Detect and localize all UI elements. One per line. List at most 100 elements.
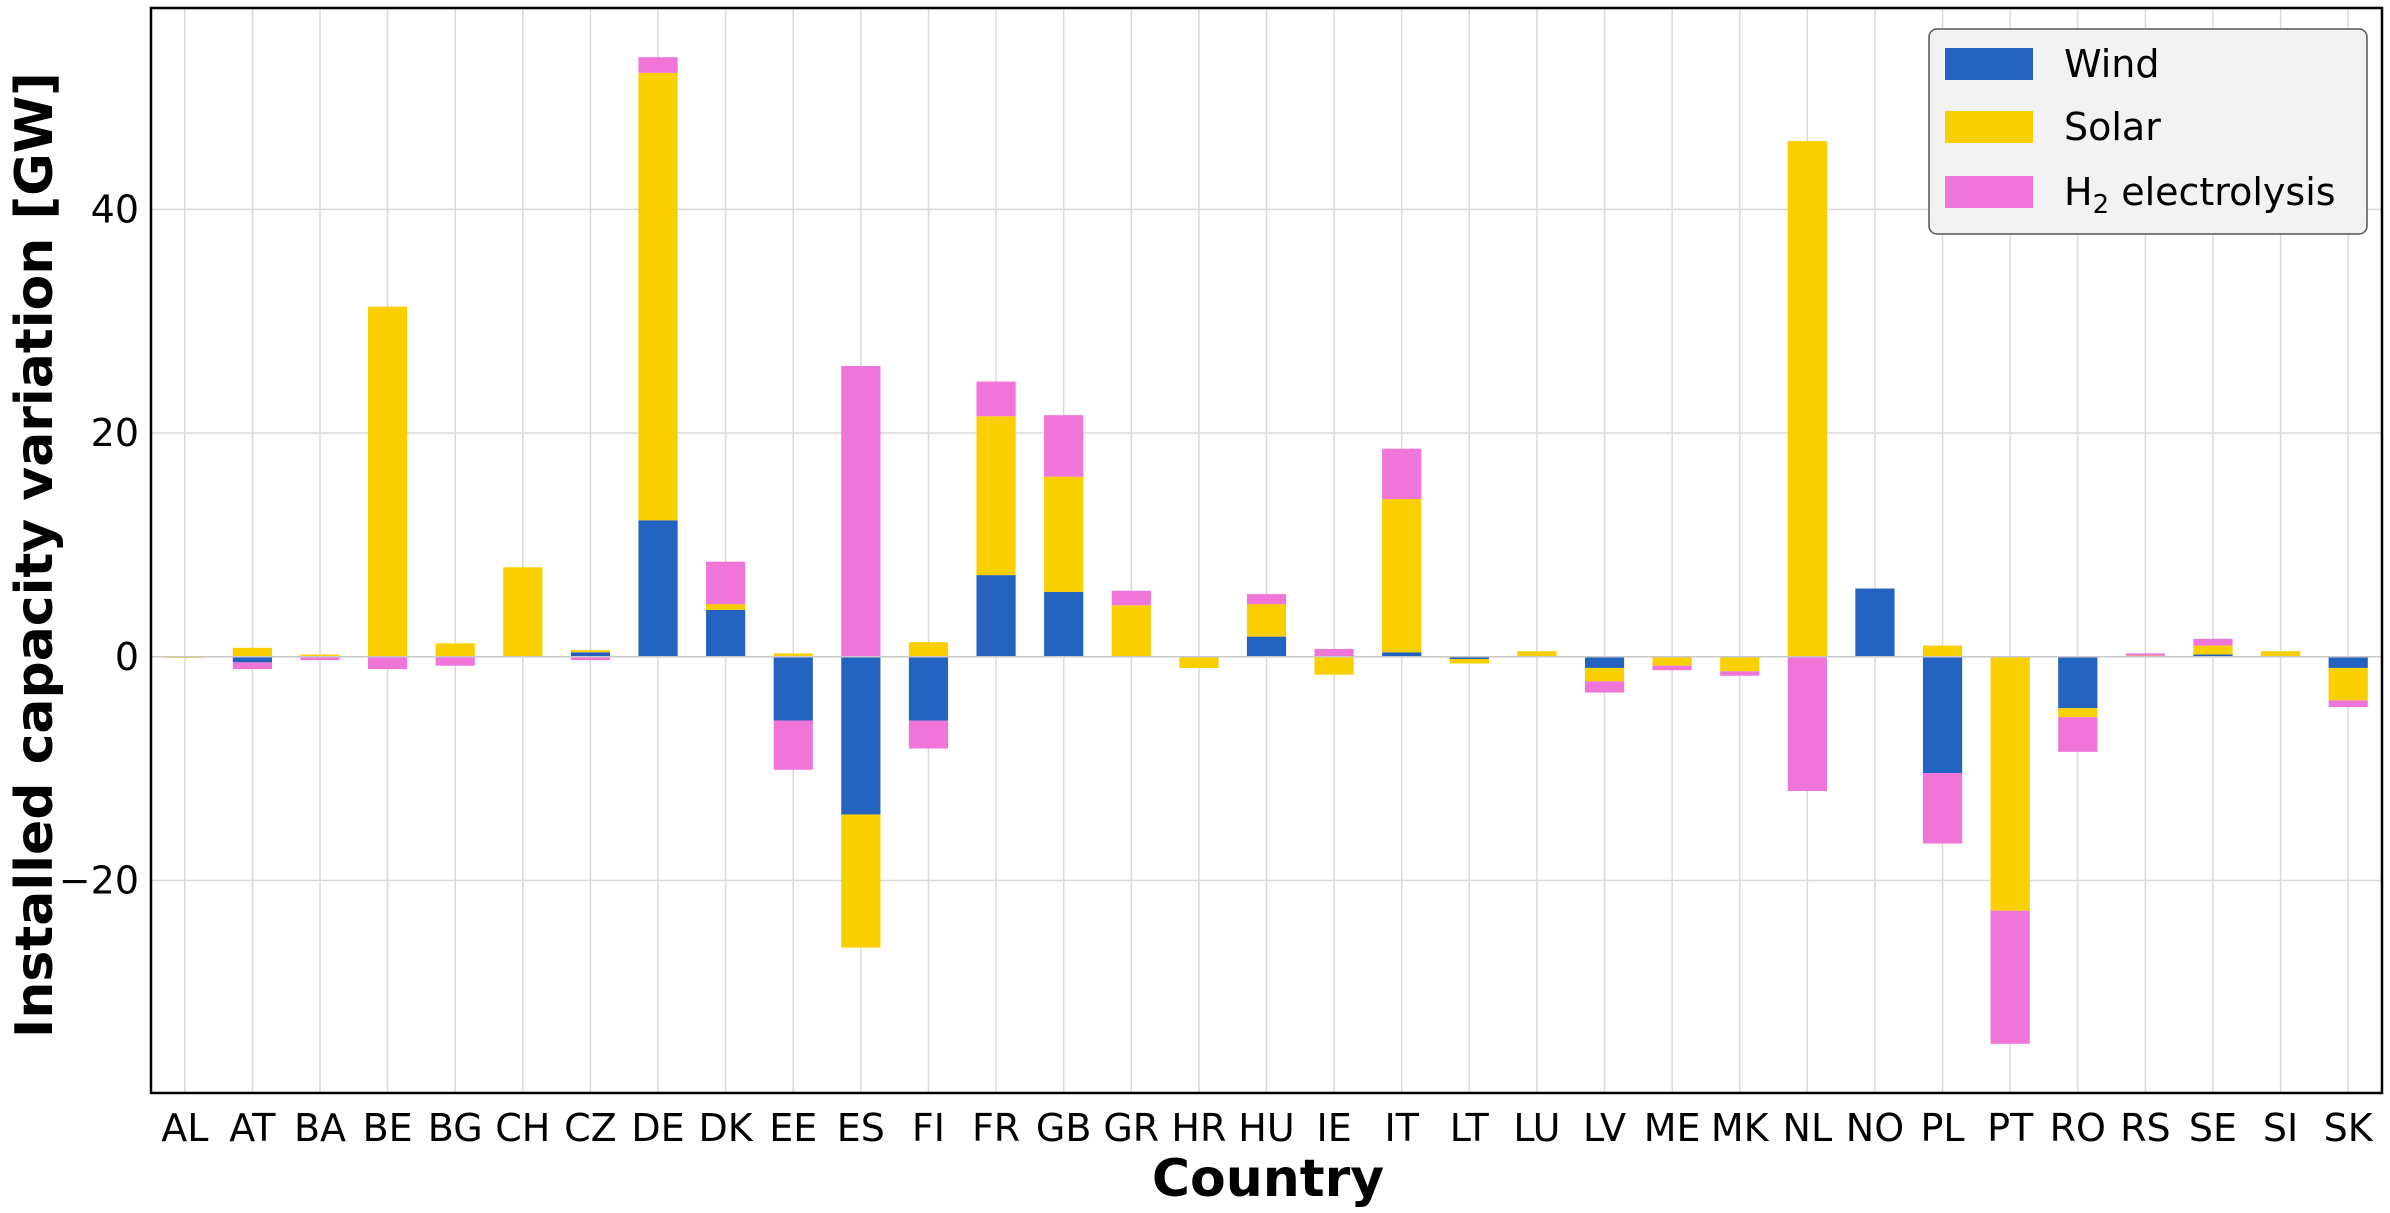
bar-de-wind — [638, 520, 678, 657]
bar-it-h2-electrolysis — [1382, 448, 1422, 500]
bar-ro-h2-electrolysis — [2058, 717, 2098, 752]
bar-at-h2-electrolysis — [232, 662, 273, 670]
bar-lv-wind — [1584, 656, 1625, 668]
bar-cz-wind — [570, 652, 611, 657]
bar-es-solar — [841, 814, 881, 948]
x-tick-dk: DK — [699, 1106, 754, 1150]
x-tick-fr: FR — [972, 1106, 1020, 1150]
legend-h2-rest: electrolysis — [2109, 170, 2335, 214]
bar-cz-h2-electrolysis — [570, 656, 611, 661]
bar-es-h2-electrolysis — [841, 365, 881, 657]
legend-label-solar: Solar — [2064, 105, 2161, 149]
bar-dk-wind — [706, 609, 746, 657]
x-tick-de: DE — [631, 1106, 684, 1150]
x-tick-se: SE — [2189, 1106, 2237, 1150]
x-tick-gr: GR — [1103, 1106, 1159, 1150]
x-tick-ie: IE — [1316, 1106, 1351, 1150]
bar-sk-h2-electrolysis — [2328, 700, 2368, 708]
bar-pt-solar — [1990, 656, 2030, 911]
bar-be-h2-electrolysis — [368, 656, 408, 670]
bar-ie-solar — [1314, 656, 1354, 675]
bar-si-solar — [2260, 651, 2301, 657]
bar-me-solar — [1652, 656, 1692, 666]
x-tick-labels: AL AT BA BE BG CH CZ DE DK EE ES FI FR GB GR HR HU IE IT LT… — [161, 1106, 2374, 1150]
x-tick-hu: HU — [1238, 1106, 1294, 1150]
y-tick-label: 0 — [115, 635, 139, 679]
x-tick-gb: GB — [1036, 1106, 1092, 1150]
x-tick-rs: RS — [2120, 1106, 2171, 1150]
x-tick-si: SI — [2263, 1106, 2298, 1150]
x-tick-me: ME — [1644, 1106, 1701, 1150]
x-tick-al: AL — [161, 1106, 208, 1150]
bar-me-h2-electrolysis — [1652, 665, 1692, 671]
bar-mk-solar — [1720, 656, 1760, 672]
y-tick-labels: −20 0 20 40 — [59, 187, 139, 902]
bar-lv-solar — [1584, 667, 1625, 682]
y-axis-title: Installed capacity variation [GW] — [5, 72, 65, 1038]
bar-hu-solar — [1246, 604, 1287, 637]
bar-se-h2-electrolysis — [2193, 638, 2233, 646]
bar-fi-solar — [908, 642, 949, 657]
bar-be-solar — [368, 306, 408, 657]
bar-it-solar — [1382, 499, 1422, 653]
x-tick-fi: FI — [912, 1106, 945, 1150]
bar-fr-h2-electrolysis — [976, 381, 1016, 417]
x-tick-pl: PL — [1921, 1106, 1965, 1150]
bar-mk-h2-electrolysis — [1720, 671, 1760, 676]
x-tick-at: AT — [229, 1106, 276, 1150]
bar-at-wind — [232, 656, 273, 663]
x-tick-ro: RO — [2050, 1106, 2106, 1150]
x-tick-lt: LT — [1450, 1106, 1490, 1150]
bar-gb-solar — [1044, 476, 1084, 592]
bar-sk-wind — [2328, 656, 2368, 668]
legend-label-wind: Wind — [2064, 42, 2160, 86]
x-tick-bg: BG — [428, 1106, 483, 1150]
x-tick-lu: LU — [1513, 1106, 1560, 1150]
bar-nl-solar — [1787, 141, 1827, 657]
x-tick-no: NO — [1846, 1106, 1904, 1150]
bar-fi-wind — [908, 656, 949, 721]
bar-hu-wind — [1246, 636, 1287, 657]
bar-lv-h2-electrolysis — [1584, 681, 1625, 693]
bar-se-solar — [2193, 645, 2233, 655]
bars — [165, 57, 2368, 1044]
bar-hu-h2-electrolysis — [1246, 594, 1287, 605]
bar-at-solar — [232, 647, 273, 657]
x-tick-nl: NL — [1783, 1106, 1833, 1150]
x-tick-mk: MK — [1711, 1106, 1770, 1150]
bar-es-wind — [841, 656, 881, 815]
bar-ee-solar — [773, 653, 813, 657]
x-tick-es: ES — [837, 1106, 885, 1150]
bar-pt-h2-electrolysis — [1990, 910, 2030, 1044]
bar-rs-h2-electrolysis — [2125, 653, 2165, 656]
x-tick-ba: BA — [294, 1106, 346, 1150]
bar-bg-solar — [435, 643, 475, 657]
bar-pl-solar — [1922, 645, 1963, 657]
bar-ch-solar — [503, 567, 543, 657]
bar-fr-wind — [976, 575, 1016, 657]
bar-lt-wind — [1449, 656, 1489, 659]
x-tick-hr: HR — [1171, 1106, 1226, 1150]
x-tick-ee: EE — [769, 1106, 817, 1150]
bar-de-solar — [638, 72, 678, 521]
bar-gb-h2-electrolysis — [1044, 415, 1084, 477]
legend-label-h2-electrolysis: H2 electrolysis — [2064, 170, 2336, 220]
x-tick-lv: LV — [1583, 1106, 1626, 1150]
x-tick-it: IT — [1385, 1106, 1420, 1150]
bar-ee-h2-electrolysis — [773, 720, 813, 770]
x-tick-sk: SK — [2324, 1106, 2374, 1150]
bar-pl-h2-electrolysis — [1922, 773, 1963, 844]
bar-gr-h2-electrolysis — [1111, 590, 1151, 606]
x-tick-be: BE — [363, 1106, 413, 1150]
bar-no-wind — [1855, 588, 1895, 657]
legend: Wind Solar H2 electrolysis — [1928, 28, 2368, 235]
bar-sk-solar — [2328, 667, 2368, 701]
bar-dk-h2-electrolysis — [706, 561, 746, 605]
bar-lt-solar — [1449, 659, 1489, 664]
bar-gb-wind — [1044, 591, 1084, 657]
bar-cz-solar — [570, 650, 611, 653]
bar-de-h2-electrolysis — [638, 57, 678, 73]
x-axis-title: Country — [1152, 1149, 1384, 1209]
legend-h2-main: H — [2064, 170, 2093, 214]
